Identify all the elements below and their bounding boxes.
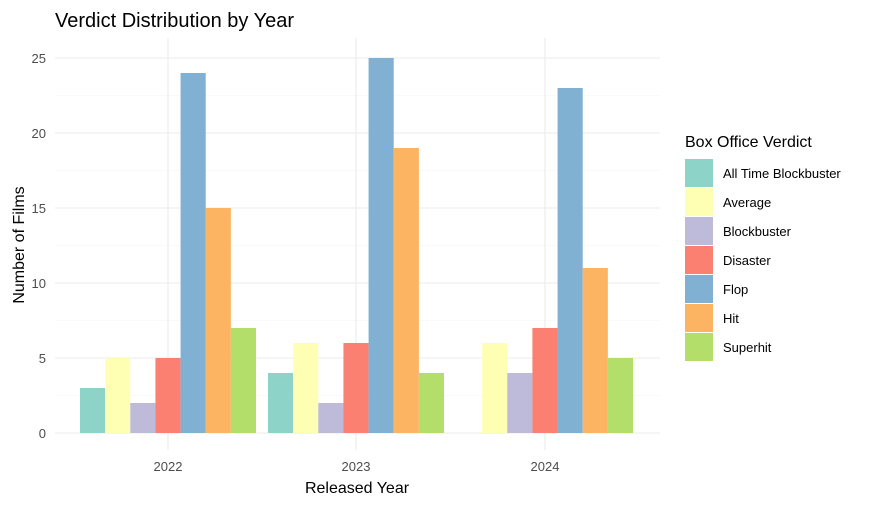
y-tick-label: 10 [32,276,46,291]
bar [557,88,583,433]
legend-label: Superhit [723,340,772,355]
x-tick-label: 2022 [154,459,183,474]
bar [205,208,231,433]
legend-swatch [685,188,713,216]
x-axis-ticks: 2022 2023 2024 [154,459,560,474]
bar [418,373,444,433]
bar [230,328,256,433]
y-tick-label: 25 [32,51,46,66]
bar [130,403,156,433]
y-tick-label: 5 [39,351,46,366]
legend-label: Blockbuster [723,224,792,239]
legend-label: Flop [723,282,748,297]
x-axis-title: Released Year [305,480,410,497]
y-tick-label: 15 [32,201,46,216]
legend-title: Box Office Verdict [685,134,812,151]
bar [393,148,419,433]
y-axis-ticks: 0 5 10 15 20 25 [32,51,46,441]
y-tick-label: 0 [39,426,46,441]
bar [318,403,344,433]
bar [80,388,106,433]
legend-swatch [685,304,713,332]
x-tick-label: 2023 [342,459,371,474]
legend: Box Office Verdict All Time Blockbuster A… [685,134,841,361]
legend-label: All Time Blockbuster [723,166,841,181]
legend-label: Average [723,195,771,210]
bar [582,268,608,433]
legend-swatch [685,246,713,274]
y-tick-label: 20 [32,126,46,141]
bar [293,343,319,433]
chart-title: Verdict Distribution by Year [55,10,294,32]
y-axis-title: Number of Films [11,186,28,303]
bar [532,328,558,433]
bar [155,358,181,433]
bar [343,343,369,433]
bar [268,373,294,433]
legend-swatch [685,333,713,361]
x-tick-label: 2024 [531,459,560,474]
legend-swatch [685,159,713,187]
bar [482,343,508,433]
legend-label: Disaster [723,253,771,268]
bar [180,73,206,433]
bar [607,358,633,433]
bar [105,358,131,433]
bars [80,58,633,433]
bar [507,373,533,433]
legend-swatch [685,217,713,245]
legend-swatch [685,275,713,303]
bar [368,58,394,433]
legend-label: Hit [723,311,739,326]
